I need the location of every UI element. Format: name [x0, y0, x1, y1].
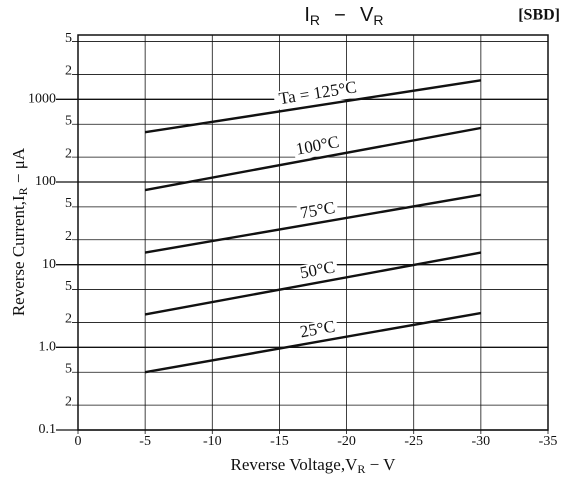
- series-line: [144, 79, 482, 134]
- y-tick-label: 10: [42, 257, 56, 272]
- label-bg: [273, 78, 363, 110]
- series-label: 25°C: [299, 317, 337, 342]
- x-tick-label: -15: [270, 434, 289, 449]
- y-tick-label: 100: [35, 174, 56, 189]
- y-tick-label: 0.1: [39, 422, 57, 437]
- x-tick-label: -5: [139, 434, 151, 449]
- y-tick-label: 5: [65, 31, 72, 46]
- title-right: VR: [360, 4, 383, 27]
- y-axis-label: Reverse Current,IR − μA: [9, 147, 30, 316]
- label-bg: [296, 318, 340, 343]
- title-dash: −: [334, 4, 346, 26]
- y-tick-label: 5: [65, 279, 72, 294]
- y-tick-label: 5: [65, 113, 72, 128]
- series-line: [144, 193, 482, 254]
- title-left: IR: [304, 4, 320, 27]
- y-tick-label: 1.0: [39, 340, 57, 355]
- series-label: 75°C: [299, 198, 337, 223]
- x-tick-label: -35: [539, 434, 558, 449]
- badge: [SBD]: [518, 7, 560, 24]
- label-bg: [292, 133, 343, 161]
- y-tick-label: 2: [65, 394, 72, 409]
- y-tick-label: 2: [65, 64, 72, 79]
- y-tick-label: 5: [65, 361, 72, 376]
- y-tick-label: 5: [65, 196, 72, 211]
- y-tick-label: 2: [65, 312, 72, 327]
- y-tick-label: 1000: [28, 92, 56, 107]
- series-line: [144, 311, 482, 374]
- series-line: [144, 251, 482, 316]
- series-label: 50°C: [298, 257, 336, 282]
- label-bg: [296, 258, 340, 284]
- x-tick-label: -25: [404, 434, 423, 449]
- series-label: Ta = 125°C: [278, 77, 358, 108]
- x-tick-label: -30: [472, 434, 491, 449]
- x-tick-label: -10: [203, 434, 222, 449]
- x-tick-label: -20: [337, 434, 356, 449]
- label-bg: [296, 199, 340, 224]
- y-tick-label: 2: [65, 146, 72, 161]
- series-line: [144, 126, 482, 192]
- x-axis-label: Reverse Voltage,VR − V: [231, 455, 397, 476]
- x-tick-label: 0: [75, 434, 82, 449]
- y-tick-label: 2: [65, 229, 72, 244]
